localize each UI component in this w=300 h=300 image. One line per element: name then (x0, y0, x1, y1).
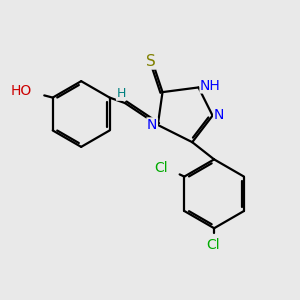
Text: HO: HO (11, 84, 32, 98)
Text: N: N (214, 108, 224, 122)
Text: H: H (116, 87, 126, 100)
Text: S: S (146, 54, 155, 69)
Text: NH: NH (200, 79, 221, 93)
Text: N: N (147, 118, 158, 132)
Text: Cl: Cl (206, 238, 219, 252)
Text: Cl: Cl (154, 161, 168, 175)
